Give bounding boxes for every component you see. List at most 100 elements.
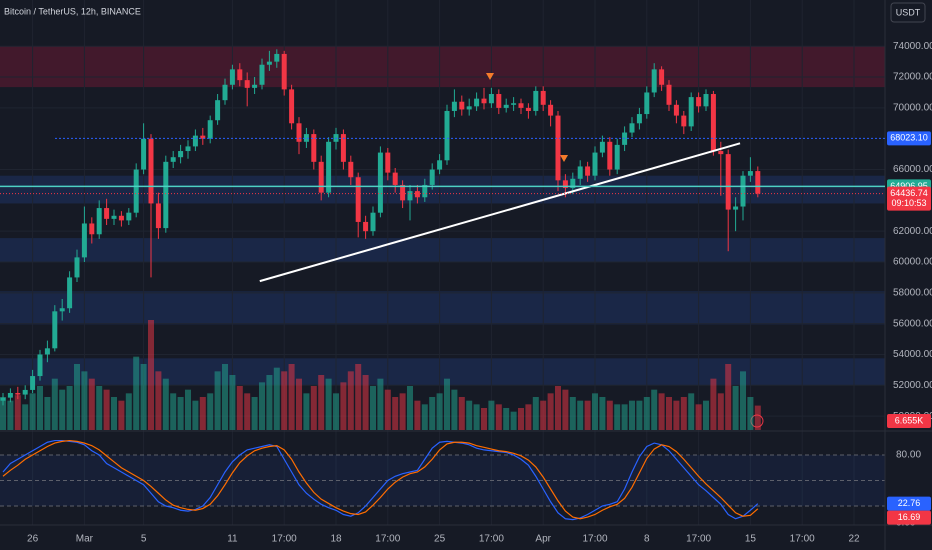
candle-body (155, 203, 161, 229)
candle-body (178, 151, 184, 158)
stoch-k-label: 22.76 (898, 498, 921, 508)
volume-bar (140, 364, 147, 430)
volume-bar (547, 393, 554, 430)
volume-bar (148, 320, 154, 430)
volume-bar (621, 404, 628, 430)
candle-body (474, 98, 480, 107)
support-label: 64906.95 (890, 181, 928, 191)
volume-bar (88, 378, 95, 430)
volume-bar (703, 400, 709, 430)
candle-body (229, 69, 235, 85)
volume-bar (14, 395, 21, 430)
candle-body (607, 141, 613, 170)
volume-bar (599, 397, 606, 430)
candle-body (237, 69, 243, 81)
candle-body (548, 104, 554, 116)
candle-body (370, 212, 376, 232)
candle-body (437, 160, 443, 170)
y-tick-label: 54000.00 (893, 349, 932, 360)
volume-bar (266, 375, 273, 430)
y-tick-label: 60000.00 (893, 257, 932, 268)
candle-body (296, 123, 302, 142)
zone (0, 175, 885, 204)
candle-body (340, 134, 346, 162)
volume-bar (407, 386, 413, 430)
candle-body (444, 110, 450, 161)
candle-body (111, 215, 117, 219)
candle-body (718, 151, 724, 155)
candle-body (222, 84, 228, 101)
volume-bar (584, 400, 591, 430)
volume-bar (288, 364, 295, 430)
candle-body (252, 84, 258, 88)
volume-bar (429, 397, 436, 430)
candle-body (0, 397, 6, 401)
y-tick-label: 74000.00 (893, 41, 932, 52)
volume-bar (355, 364, 362, 430)
candle-body (429, 169, 435, 185)
candle-body (570, 178, 576, 189)
volume-bar (214, 371, 221, 430)
volume-bar (495, 404, 502, 430)
candle-body (488, 94, 494, 104)
candle-body (133, 169, 139, 213)
volume-bar (740, 371, 746, 430)
candle-body (244, 80, 250, 88)
candle-body (37, 354, 43, 377)
volume-bar (281, 371, 288, 430)
x-tick-label: 17:00 (375, 534, 400, 545)
candle-body (311, 134, 317, 162)
stoch-d-tag (887, 510, 931, 525)
volume-bar (680, 397, 687, 430)
candle-body (577, 166, 583, 179)
volume-bar (503, 408, 510, 430)
candle-body (59, 308, 65, 312)
volume-bar (29, 393, 36, 430)
candle-body (148, 138, 154, 204)
candle-body (747, 171, 753, 176)
candle-body (629, 123, 635, 133)
currency-label[interactable]: USDT (896, 7, 921, 17)
y-tick-label: 70000.00 (893, 103, 932, 114)
candle-body (555, 115, 561, 181)
candle-body (52, 311, 58, 349)
candle-body (511, 103, 517, 105)
y-tick-label: 52000.00 (893, 380, 932, 391)
x-tick-label: 22 (848, 534, 860, 545)
candle-body (518, 103, 524, 108)
volume-bar (44, 397, 51, 430)
volume-bar (532, 397, 539, 430)
volume-bar (651, 389, 658, 430)
candle-body (7, 393, 13, 398)
volume-bar (540, 400, 547, 430)
x-tick-label: Mar (76, 534, 94, 545)
signal-marker (486, 73, 494, 80)
candle-body (200, 135, 206, 139)
volume-bar (96, 386, 103, 430)
candle-body (385, 152, 391, 173)
zone (0, 238, 885, 263)
candle-body (170, 157, 176, 162)
volume-bar (518, 408, 524, 430)
volume-bar (384, 389, 391, 430)
volume-bar (370, 386, 376, 430)
volume-bar (74, 364, 80, 430)
volume-bar (7, 400, 14, 430)
volume-bar (192, 400, 199, 430)
stoch-d-line (2, 439, 759, 520)
candle-body (44, 348, 50, 355)
currency-button[interactable] (890, 2, 926, 23)
volume-bar (481, 408, 487, 430)
x-tick-label: 11 (227, 534, 238, 545)
x-tick-label: Apr (535, 534, 551, 545)
volume-bar (658, 393, 665, 430)
candle-body (614, 144, 620, 170)
volume-bar (436, 393, 443, 430)
volume-bar (207, 393, 214, 430)
candle-body (740, 175, 746, 207)
volume-bar (185, 389, 191, 430)
candle-body (525, 107, 531, 111)
volume-bar (629, 400, 635, 430)
last-price-label: 64436.74 (890, 188, 928, 198)
volume-bar (229, 375, 236, 430)
